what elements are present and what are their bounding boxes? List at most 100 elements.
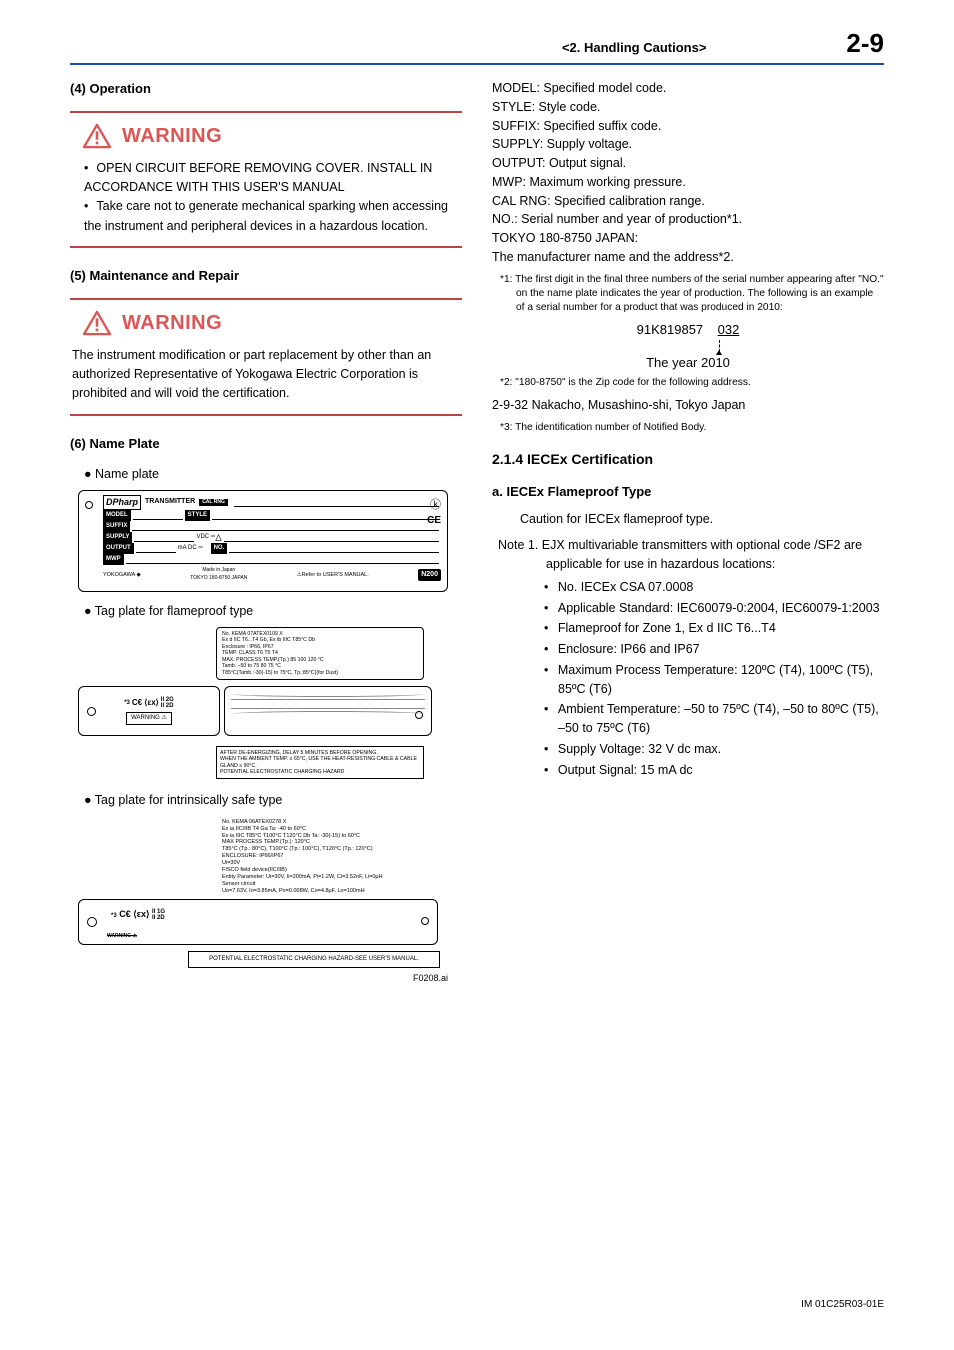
warning-box-maintenance: WARNING The instrument modification or p…	[70, 298, 462, 416]
warning-icon	[82, 310, 112, 336]
footnote-3: *3: The identification number of Notifie…	[492, 421, 884, 435]
warning-box-operation: WARNING OPEN CIRCUIT BEFORE REMOVING COV…	[70, 111, 462, 249]
note-bullet: Supply Voltage: 32 V dc max.	[558, 740, 884, 759]
np-refer: ⚠Refer to USER'S MANUAL.	[297, 571, 369, 579]
intr-line: ENCLOSURE: IP66/IP67	[222, 853, 440, 860]
np-title: TRANSMITTER	[145, 497, 195, 508]
section-5-head: (5) Maintenance and Repair	[70, 266, 462, 286]
star3: *3	[111, 913, 117, 919]
section-214-head: 2.1.4 IECEx Certification	[492, 449, 884, 470]
address: 2-9-32 Nakacho, Musashino-shi, Tokyo Jap…	[492, 396, 884, 415]
note-bullet: No. IECEx CSA 07.0008	[558, 578, 884, 597]
footnote-1: *1: The first digit in the final three n…	[492, 273, 884, 316]
page-header: <2. Handling Cautions> 2-9	[70, 28, 884, 65]
figure-label: F0208.ai	[78, 972, 448, 986]
warning-label: WARNING	[122, 121, 222, 151]
tagplate-flame-right	[224, 686, 432, 736]
note-bullet: Maximum Process Temperature: 120ºC (T4),…	[558, 661, 884, 699]
ce-mark-icon: CE	[427, 513, 441, 528]
note-bullet: Flameproof for Zone 1, Ex d IIC T6...T4	[558, 619, 884, 638]
intr-line: Uo=7.63V, Io=3.85mA, Po=0.008W, Co=4.8μF…	[222, 888, 440, 895]
def-line: TOKYO 180-8750 JAPAN:	[492, 229, 884, 248]
section-4-head: (4) Operation	[70, 79, 462, 99]
intr-line: No. KEMA 06ATEX0278 X	[222, 819, 440, 826]
def-line: MODEL: Specified model code.	[492, 79, 884, 98]
np-label: STYLE	[185, 510, 210, 521]
note-1: Note 1. EJX multivariable transmitters w…	[492, 536, 884, 574]
np-tokyo: TOKYO 180-8750 JAPAN	[190, 575, 247, 581]
kema-info-box: No. KEMA 07ATEX0109 X Ex d IIC T6...T4 G…	[216, 627, 424, 681]
intrinsic-info-block: No. KEMA 06ATEX0278 X Ex ia IIC/IIB T4 G…	[216, 816, 446, 898]
np-yokogawa: YOKOGAWA ◆	[103, 571, 141, 579]
serial-suffix: 032	[718, 322, 740, 337]
intr-line: Entity Parameter: Ui=30V, Ii=200mA, Pi=1…	[222, 874, 440, 881]
intr-line: Sensor circuit	[222, 881, 440, 888]
ii-class: II 2GII 2D	[161, 697, 174, 709]
subsection-a-head: a. IECEx Flameproof Type	[492, 482, 884, 502]
footnote-2: *2: "180-8750" is the Zip code for the f…	[492, 376, 884, 390]
tagplate-warning: WARNING ⚠	[107, 933, 137, 941]
kema-line: T85°C(Tamb.:-30(-15) to 75°C, Tp.:85°C)(…	[222, 670, 418, 677]
def-line: The manufacturer name and the address*2.	[492, 248, 884, 267]
np-no: NO.	[211, 543, 228, 554]
ii-class: II 1GII 2D	[152, 909, 165, 921]
caution-text: Caution for IECEx flameproof type.	[492, 510, 884, 529]
np-ma: mA DC ═	[178, 544, 203, 553]
footer-code: IM 01C25R03-01E	[801, 1299, 884, 1310]
tagplate-flame-left: *3 C€ ⟨εx⟩ II 2GII 2D WARNING ⚠	[78, 686, 220, 736]
def-line: CAL RNG: Specified calibration range.	[492, 192, 884, 211]
note-bullet: Output Signal: 15 mA dc	[558, 761, 884, 780]
warning-body: The instrument modification or part repl…	[70, 346, 462, 404]
after-line: WHEN THE AMBIENT TEMP. ≥ 65°C, USE THE H…	[220, 756, 420, 768]
tagplate-flame-heading: ● Tag plate for flameproof type	[70, 602, 462, 621]
def-line: SUFFIX: Specified suffix code.	[492, 117, 884, 136]
intrinsic-tagplate: *3 C€ ⟨εx⟩ II 1GII 2D WARNING ⚠	[78, 899, 438, 945]
ce-ex-mark: C€ ⟨εx⟩	[132, 697, 159, 709]
kc-mark-icon: ⓚ	[427, 497, 441, 514]
note-bullet: Enclosure: IP66 and IP67	[558, 640, 884, 659]
np-logo: DPharp	[103, 495, 141, 511]
warning-item: OPEN CIRCUIT BEFORE REMOVING COVER. INST…	[84, 159, 462, 198]
intr-line: MAX PROCESS TEMP.(Tp.): 120°C	[222, 839, 440, 846]
note-bullet: Ambient Temperature: –50 to 75ºC (T4), –…	[558, 700, 884, 738]
np-calrng: CAL RNG	[199, 499, 228, 506]
after-deenergizing-box: AFTER DE-ENERGIZING, DELAY 5 MINUTES BEF…	[216, 746, 424, 779]
tagplate-intrinsic-heading: ● Tag plate for intrinsically safe type	[70, 791, 462, 810]
def-line: OUTPUT: Output signal.	[492, 154, 884, 173]
np-label: MODEL	[103, 510, 131, 521]
left-column: (4) Operation WARNING OPEN CIRCUIT BEFOR…	[70, 79, 462, 986]
right-column: MODEL: Specified model code. STYLE: Styl…	[492, 79, 884, 986]
def-line: MWP: Maximum working pressure.	[492, 173, 884, 192]
tagplate-flame-wrap: *3 C€ ⟨εx⟩ II 2GII 2D WARNING ⚠	[78, 686, 462, 736]
np-made: Made in Japan	[202, 567, 235, 573]
potential-hazard-box: POTENTIAL ELECTROSTATIC CHARGING HAZARD-…	[188, 951, 440, 968]
serial-num: 91K819857	[637, 322, 704, 337]
intr-line: Ex ia IIC/IIB T4 Ga Ta: -40 to 60°C	[222, 826, 440, 833]
tagplate-warning: WARNING ⚠	[126, 712, 172, 725]
np-n200: N200	[418, 569, 441, 582]
after-line: POTENTIAL ELECTROSTATIC CHARGING HAZARD	[220, 769, 420, 775]
warning-icon	[82, 123, 112, 149]
np-label: OUTPUT	[103, 543, 134, 554]
np-vdc: VDC ═	[196, 533, 215, 542]
np-label: MWP	[103, 554, 124, 565]
warning-label: WARNING	[122, 308, 222, 338]
serial-year: The year 2010	[646, 355, 730, 370]
def-line: SUPPLY: Supply voltage.	[492, 135, 884, 154]
page-number: 2-9	[846, 28, 884, 59]
intr-line: T85°C (Tp.: 80°C), T100°C (Tp.: 100°C), …	[222, 846, 440, 853]
np-label: SUFFIX	[103, 521, 130, 532]
intr-line: FISCO field device(IIC/IIB)	[222, 867, 440, 874]
section-6-head: (6) Name Plate	[70, 434, 462, 454]
np-label: SUPPLY	[103, 532, 132, 543]
header-title: <2. Handling Cautions>	[562, 40, 706, 55]
def-line: STYLE: Style code.	[492, 98, 884, 117]
nameplate-diagram: DPharp TRANSMITTER CAL RNG MODEL STYLE S…	[78, 490, 448, 592]
intr-line: Ui=30V	[222, 860, 440, 867]
nameplate-heading: ● Name plate	[70, 465, 462, 484]
def-line: NO.: Serial number and year of productio…	[492, 210, 884, 229]
warning-item: Take care not to generate mechanical spa…	[84, 197, 462, 236]
star3: *3	[124, 699, 130, 708]
serial-example: 91K819857 032 The year 2010	[492, 321, 884, 371]
intr-line: Ex ia IIIC T85°C T100°C T120°C Db Ta: -3…	[222, 833, 440, 840]
